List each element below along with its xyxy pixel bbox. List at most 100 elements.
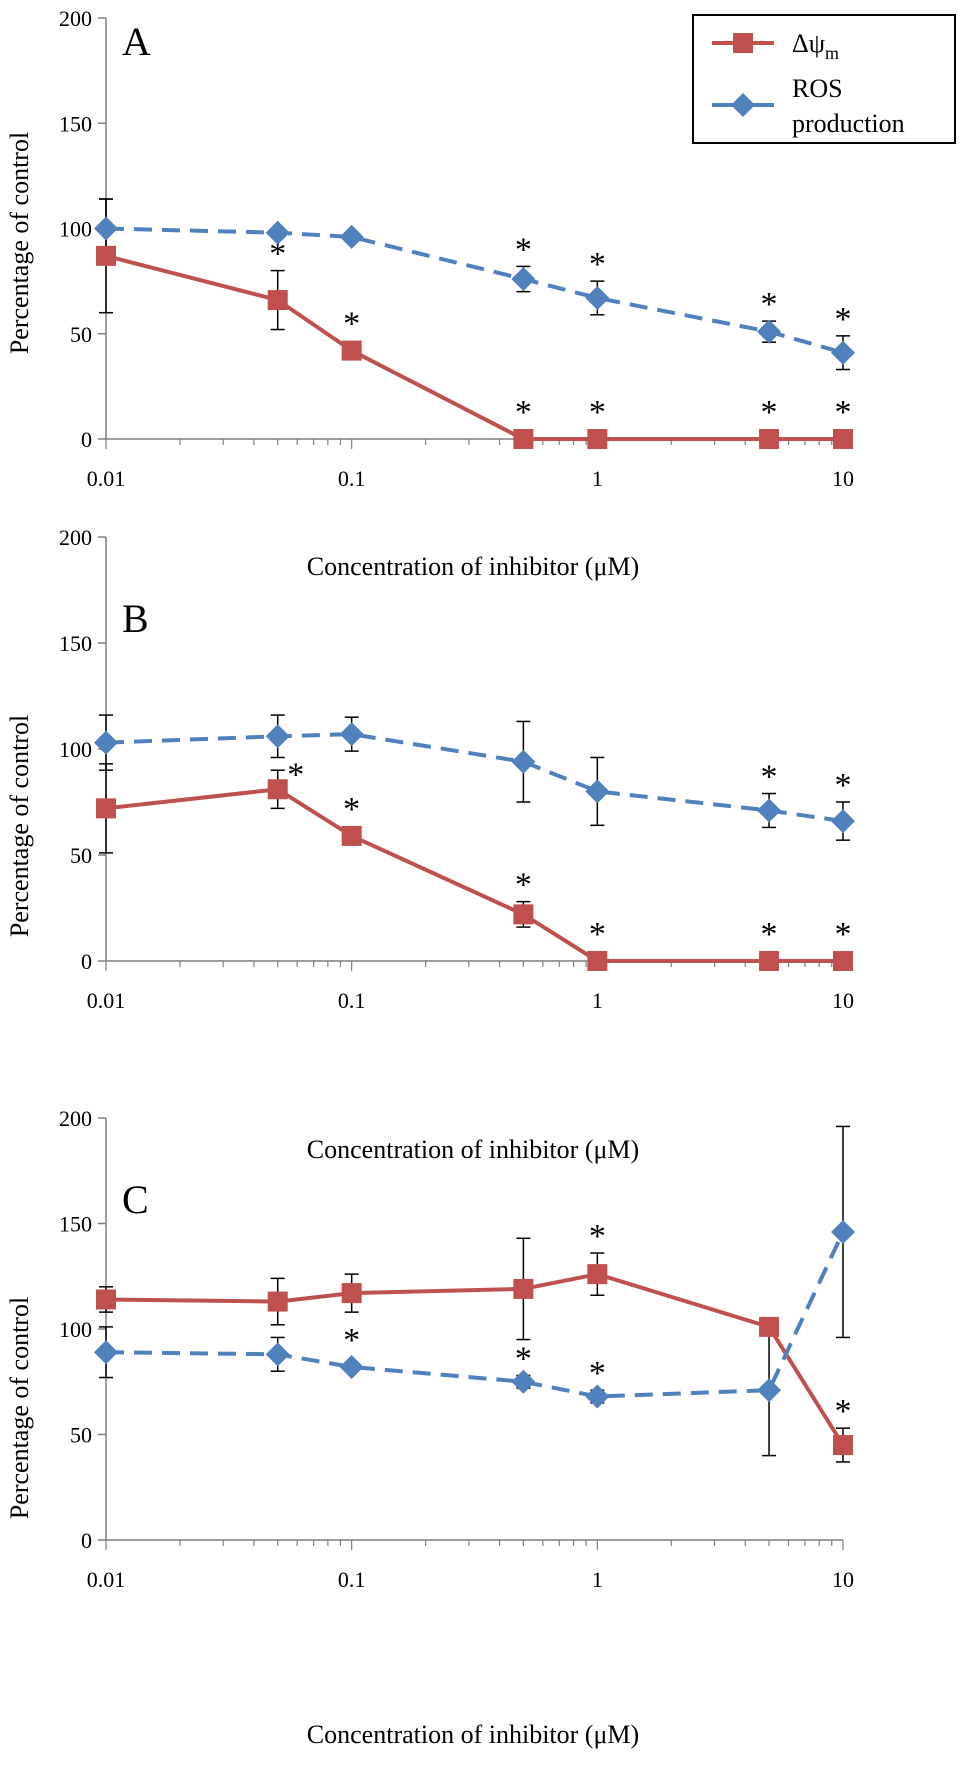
data-point-ros <box>511 1369 536 1394</box>
y-tick-label: 150 <box>59 631 92 656</box>
x-axis-title: Concentration of inhibitor (μM) <box>307 552 639 581</box>
x-axis-title: Concentration of inhibitor (μM) <box>307 1135 639 1164</box>
legend-item-ros: ROS production <box>712 74 905 138</box>
data-point-membrane-potential <box>587 951 608 971</box>
plot-area: * * * * * * * * * * <box>94 198 855 449</box>
square-marker-icon <box>733 33 753 53</box>
y-tick-label: 200 <box>59 1106 92 1131</box>
axes: 0 50 100 150 200 0.01 0.1 1 10 <box>59 6 854 491</box>
x-tick-label: 0.1 <box>338 466 366 491</box>
chart-panel-b: B 0 50 100 150 200 0.01 0.1 1 10 * * * * * * * * Percen… <box>5 525 855 1164</box>
significance-asterisk: * <box>343 1322 360 1359</box>
data-point-ros <box>585 285 610 310</box>
significance-asterisk: * <box>343 791 360 828</box>
x-tick-label: 1 <box>592 466 603 491</box>
data-point-ros <box>94 216 118 241</box>
significance-asterisk: * <box>761 286 778 323</box>
significance-asterisk: * <box>761 759 778 796</box>
data-point-membrane-potential <box>833 951 853 971</box>
significance-asterisk: * <box>835 1393 852 1430</box>
data-point-ros <box>757 798 782 823</box>
y-tick-label: 50 <box>70 1423 92 1448</box>
panel-label: B <box>122 596 149 641</box>
x-tick-label: 0.01 <box>87 466 126 491</box>
significance-asterisk: * <box>515 394 532 431</box>
y-tick-label: 100 <box>59 217 92 242</box>
significance-asterisk: * <box>835 301 852 338</box>
data-point-ros <box>94 730 118 755</box>
series-line-ros <box>105 732 844 824</box>
data-point-ros <box>757 319 782 344</box>
x-axis-title: Concentration of inhibitor (μM) <box>307 1720 639 1749</box>
data-point-membrane-potential <box>513 904 534 925</box>
x-tick-label: 10 <box>832 988 854 1013</box>
significance-asterisk: * <box>761 916 778 953</box>
significance-asterisk: * <box>835 394 852 431</box>
data-point-membrane-potential <box>96 798 116 819</box>
data-point-ros <box>265 724 290 749</box>
data-point-membrane-potential <box>341 1283 362 1304</box>
y-tick-label: 0 <box>81 949 92 974</box>
x-tick-label: 1 <box>592 1567 603 1592</box>
series-line-ros <box>105 226 844 355</box>
axes: 0 50 100 150 200 0.01 0.1 1 10 <box>59 525 854 1013</box>
panel-label: A <box>122 19 151 64</box>
data-point-ros <box>585 779 610 804</box>
y-axis-title: Percentage of control <box>5 1297 34 1519</box>
y-tick-label: 0 <box>81 1528 92 1553</box>
legend-label: ROS <box>792 74 843 103</box>
data-point-membrane-potential <box>759 951 780 971</box>
y-tick-label: 150 <box>59 1212 92 1237</box>
legend-item-membrane-potential: Δψm <box>712 29 839 63</box>
y-tick-label: 0 <box>81 427 92 452</box>
data-point-membrane-potential <box>587 429 608 449</box>
data-point-ros <box>339 224 364 249</box>
significance-asterisk: * <box>589 1218 606 1255</box>
data-point-membrane-potential <box>96 245 116 266</box>
legend: Δψm ROS production <box>692 14 956 144</box>
significance-asterisk: * <box>269 236 286 273</box>
significance-asterisk: * <box>343 306 360 343</box>
data-point-ros <box>585 1384 610 1409</box>
x-tick-label: 0.01 <box>87 1567 126 1592</box>
data-point-membrane-potential <box>267 779 288 800</box>
data-point-ros <box>511 267 536 292</box>
data-point-membrane-potential <box>833 429 853 449</box>
significance-asterisk: * <box>515 231 532 268</box>
data-point-membrane-potential <box>513 429 534 449</box>
x-tick-label: 10 <box>832 1567 854 1592</box>
series-line-membrane-potential <box>105 787 843 963</box>
y-axis-title: Percentage of control <box>5 132 34 354</box>
data-point-membrane-potential <box>267 290 288 311</box>
y-tick-label: 200 <box>59 525 92 550</box>
y-tick-label: 100 <box>59 737 92 762</box>
y-tick-label: 50 <box>70 322 92 347</box>
data-point-membrane-potential <box>759 1316 780 1337</box>
data-point-ros <box>831 340 855 365</box>
data-point-ros <box>757 1378 782 1403</box>
significance-asterisk: * <box>835 767 852 804</box>
panel-label: C <box>122 1177 149 1222</box>
series-line-membrane-potential <box>105 1272 845 1447</box>
data-point-membrane-potential <box>96 1289 116 1310</box>
legend-label-line2: production <box>792 109 905 138</box>
axes: 0 50 100 150 200 0.01 0.1 1 10 <box>59 1106 854 1592</box>
plot-area: * * * * * * * * <box>94 714 855 971</box>
x-tick-label: 0.01 <box>87 988 126 1013</box>
significance-asterisk: * <box>589 394 606 431</box>
data-point-membrane-potential <box>267 1291 288 1312</box>
y-tick-label: 150 <box>59 111 92 136</box>
data-point-membrane-potential <box>833 1435 853 1456</box>
data-point-membrane-potential <box>587 1264 608 1285</box>
y-tick-label: 100 <box>59 1317 92 1342</box>
chart-panel-a: A 0 50 100 150 200 0.01 0.1 1 10 * * * * * * * * * * Perc… <box>5 6 855 581</box>
data-point-ros <box>265 220 290 245</box>
data-point-ros <box>511 749 536 774</box>
data-point-ros <box>339 1354 364 1379</box>
data-point-ros <box>831 809 855 834</box>
x-tick-label: 0.1 <box>338 1567 366 1592</box>
significance-asterisk: * <box>589 1355 606 1392</box>
x-tick-label: 10 <box>832 466 854 491</box>
data-point-membrane-potential <box>341 340 362 361</box>
